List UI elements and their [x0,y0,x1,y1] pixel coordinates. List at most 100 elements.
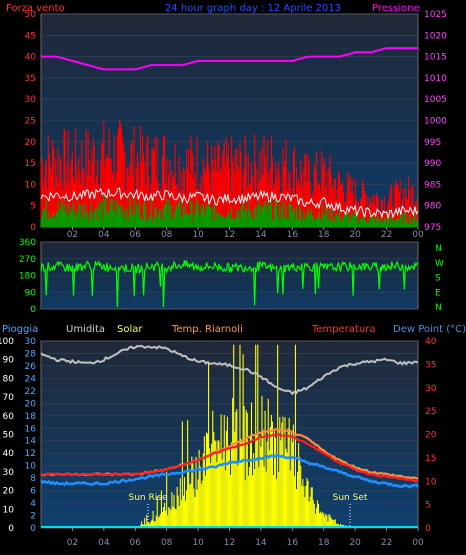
pressure-tick-label: 975 [424,223,441,233]
pressure-line [41,47,418,71]
humidity-tick-label: 20 [3,487,15,497]
rain-tick-label: 20 [25,399,37,409]
humidity-tick-label: 90 [3,356,15,366]
temp-humidity-series [40,344,419,528]
x-tick-label-bottom: 14 [255,538,267,548]
x-tick-label-top: 18 [318,230,330,240]
humidity-tick-label: 0 [8,524,14,534]
sun-set-label: Sun Set [333,493,368,503]
direction-tick-label: 90 [25,288,37,298]
rain-tick-label: 10 [25,462,37,472]
tick-labels: 0510152025303540455097598098599099510001… [0,10,447,548]
rain-tick-label: 8 [30,474,36,484]
humidity-label: Umidita [66,324,105,335]
humidity-tick-label: 10 [3,505,15,515]
rain-tick-label: 14 [25,437,37,447]
pressure-tick-label: 1010 [424,74,447,84]
direction-tick-label: 360 [19,238,36,248]
humidity-tick-label: 40 [3,449,15,459]
temperature-tick-label: 30 [425,384,437,394]
humidity-tick-label: 60 [3,412,15,422]
rain-tick-label: 26 [25,362,37,372]
compass-label: E [435,288,441,298]
x-tick-label-bottom: 16 [287,538,299,548]
compass-label: N [435,303,442,313]
wind-tick-label: 20 [25,138,37,148]
pressure-tick-label: 995 [424,138,441,148]
rain-tick-label: 0 [30,524,36,534]
pressure-tick-label: 985 [424,180,441,190]
wind-tick-label: 0 [30,223,36,233]
x-tick-label-bottom: 12 [224,538,235,548]
wind-tick-label: 15 [25,159,36,169]
x-tick-label-bottom: 06 [130,538,142,548]
compass-label: N [435,244,442,254]
humidity-tick-label: 80 [3,374,15,384]
temp-riarnoli-label: Temp. Riarnoli [171,324,243,335]
x-tick-label-top: 08 [161,230,173,240]
humidity-tick-label: 50 [3,431,15,441]
temperature-tick-label: 40 [425,337,437,347]
dew-point-label: Dew Point (°C) [393,324,466,335]
wind-direction-line [40,260,419,308]
x-tick-label-bottom: 00 [412,538,424,548]
x-tick-label-bottom: 20 [349,538,361,548]
wind-tick-label: 5 [30,202,36,212]
compass-label: S [435,274,441,284]
temperature-label: Temperatura [311,324,376,335]
rain-label: Pioggia [2,324,38,335]
temperature-tick-label: 10 [425,477,437,487]
rain-tick-label: 16 [25,424,37,434]
pressure-tick-label: 1000 [424,117,447,127]
rain-tick-label: 6 [30,487,36,497]
x-tick-label-top: 12 [224,230,235,240]
rain-tick-label: 30 [25,337,37,347]
dew-point-line [40,453,419,489]
wind-tick-label: 30 [25,95,37,105]
x-tick-label-bottom: 10 [192,538,204,548]
direction-tick-label: 0 [30,305,36,315]
x-tick-label-bottom: 22 [381,538,392,548]
pressure-tick-label: 1005 [424,95,447,105]
x-tick-label-bottom: 04 [98,538,110,548]
wind-tick-label: 25 [25,117,36,127]
temperature-tick-label: 35 [425,360,436,370]
x-tick-label-top: 10 [192,230,204,240]
temperature-tick-label: 25 [425,407,436,417]
rain-tick-label: 18 [25,412,37,422]
rain-tick-label: 2 [30,512,36,522]
wind-tick-label: 45 [25,31,36,41]
x-tick-label-top: 16 [287,230,299,240]
temperature-tick-label: 5 [425,501,431,511]
x-tick-label-top: 06 [130,230,142,240]
direction-tick-label: 270 [19,255,36,265]
wind-tick-label: 10 [25,180,37,190]
humidity-tick-label: 70 [3,393,15,403]
wind-tick-label: 35 [25,74,36,84]
direction-series [40,260,419,308]
temperature-line [40,433,419,483]
rain-tick-label: 22 [25,387,36,397]
wind-pressure-series [40,47,419,227]
compass-label: W [435,259,444,269]
temperature-tick-label: 15 [425,454,436,464]
pressure-label: Pressione [372,3,420,14]
x-tick-label-top: 00 [412,230,424,240]
x-tick-label-top: 02 [67,230,78,240]
solar-label: Solar [117,324,143,335]
x-tick-label-bottom: 18 [318,538,330,548]
humidity-tick-label: 100 [0,337,14,347]
x-tick-label-top: 22 [381,230,392,240]
wind-force-label: Forza vento [6,3,65,14]
x-tick-label-top: 04 [98,230,110,240]
rain-tick-label: 28 [25,349,37,359]
pressure-tick-label: 1020 [424,31,447,41]
wind-tick-label: 40 [25,53,37,63]
x-tick-label-bottom: 02 [67,538,78,548]
x-tick-label-top: 14 [255,230,267,240]
humidity-tick-label: 30 [3,468,15,478]
chart-title: 24 hour graph day : 12 Aprile 2013 [165,3,341,14]
x-tick-label-bottom: 08 [161,538,173,548]
